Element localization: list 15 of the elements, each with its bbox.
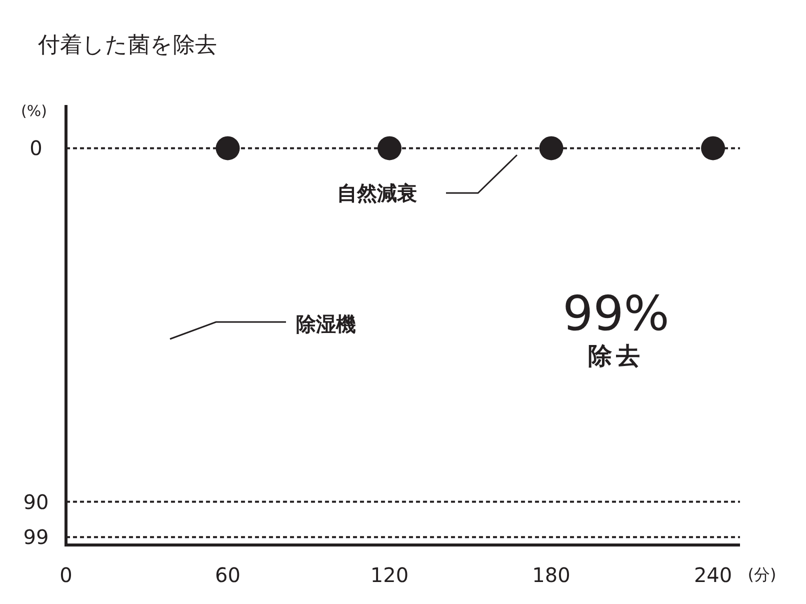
y-tick-label: 0 [30, 136, 42, 160]
y-tick-label: 99 [23, 525, 49, 550]
x-tick-label: 120 [370, 563, 409, 587]
series-label: 自然減衰 [337, 181, 417, 205]
annotation: 除湿機 [296, 312, 356, 336]
x-tick-label: 240 [694, 563, 732, 587]
x-axis-title: (分) [748, 565, 776, 584]
annotation: 99% [562, 286, 670, 342]
x-tick-label: 0 [60, 563, 72, 587]
chart-title: 付着した菌を除去 [37, 33, 217, 58]
x-tick-label: 180 [532, 563, 570, 587]
x-tick-label: 60 [215, 563, 240, 587]
y-tick-label: 90 [23, 490, 49, 514]
y-axis-title: (%) [21, 102, 47, 120]
annotation: 除去 [588, 342, 644, 370]
